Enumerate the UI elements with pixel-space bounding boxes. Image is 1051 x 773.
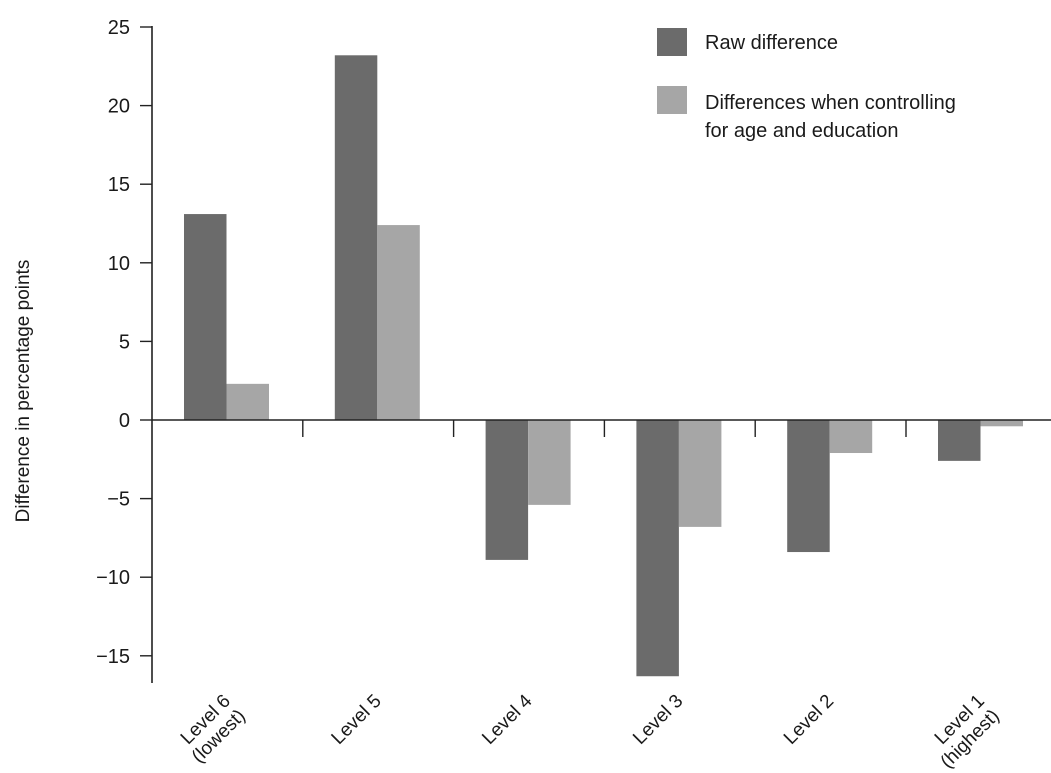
x-tick-label: Level 2 — [780, 691, 838, 749]
y-tick-label: 0 — [119, 410, 130, 432]
legend-label-controlled: Differences when controlling for age and … — [705, 92, 956, 142]
x-tick-label: Level 3 — [629, 691, 687, 749]
x-tick-label-line: Level 4 — [478, 690, 536, 748]
x-tick-label: Level 6(lowest) — [173, 691, 250, 768]
y-tick-label: 5 — [119, 331, 130, 353]
bar-series-1-1 — [334, 55, 378, 421]
legend: Raw difference Differences when controlli… — [657, 28, 956, 142]
y-tick-label: −15 — [96, 646, 130, 668]
y-tick-label: 15 — [108, 174, 130, 196]
legend-label-line: for age and education — [705, 120, 899, 142]
x-tick-label: Level 5 — [328, 691, 386, 749]
y-axis-label: Difference in percentage points — [13, 260, 34, 523]
bar-series-1-0 — [184, 214, 227, 420]
x-tick-label-line: Level 2 — [780, 691, 838, 749]
bar-series-2-1 — [377, 225, 420, 420]
y-tick-label: 10 — [108, 253, 130, 275]
bar-series-2-0 — [226, 383, 269, 420]
bar-series-2-5 — [980, 420, 1023, 427]
x-tick-label-line: Level 5 — [328, 691, 386, 749]
bar-series-2-2 — [528, 420, 571, 505]
legend-label-raw: Raw difference — [705, 32, 838, 54]
y-axis-label-group: Difference in percentage points — [13, 260, 34, 523]
bar-series-1-3 — [636, 420, 679, 677]
legend-label-line: Differences when controlling — [705, 92, 956, 114]
y-tick-label: 25 — [108, 17, 130, 39]
y-tick-label: −10 — [96, 567, 130, 589]
bar-series-1-5 — [938, 420, 981, 461]
x-tick-label-line: Level 3 — [629, 691, 687, 749]
bar-series-1-4 — [787, 420, 830, 553]
bars — [184, 55, 1023, 677]
x-tick-label: Level 1(highest) — [922, 691, 1004, 773]
bar-series-2-3 — [678, 420, 722, 527]
y-tick-label: −5 — [107, 489, 130, 511]
bar-series-2-4 — [829, 420, 873, 454]
bar-series-1-2 — [485, 420, 529, 560]
legend-swatch-controlled — [657, 86, 687, 114]
legend-swatch-raw — [657, 28, 687, 56]
y-tick-label: 20 — [108, 96, 130, 118]
x-axis: Level 6(lowest) Level 5 Level 4 Level 3 Leve… — [152, 419, 1051, 773]
x-tick-label: Level 4 — [478, 690, 536, 748]
y-axis: 25 20 15 10 5 0 −5 −10 −15 — [96, 17, 153, 683]
